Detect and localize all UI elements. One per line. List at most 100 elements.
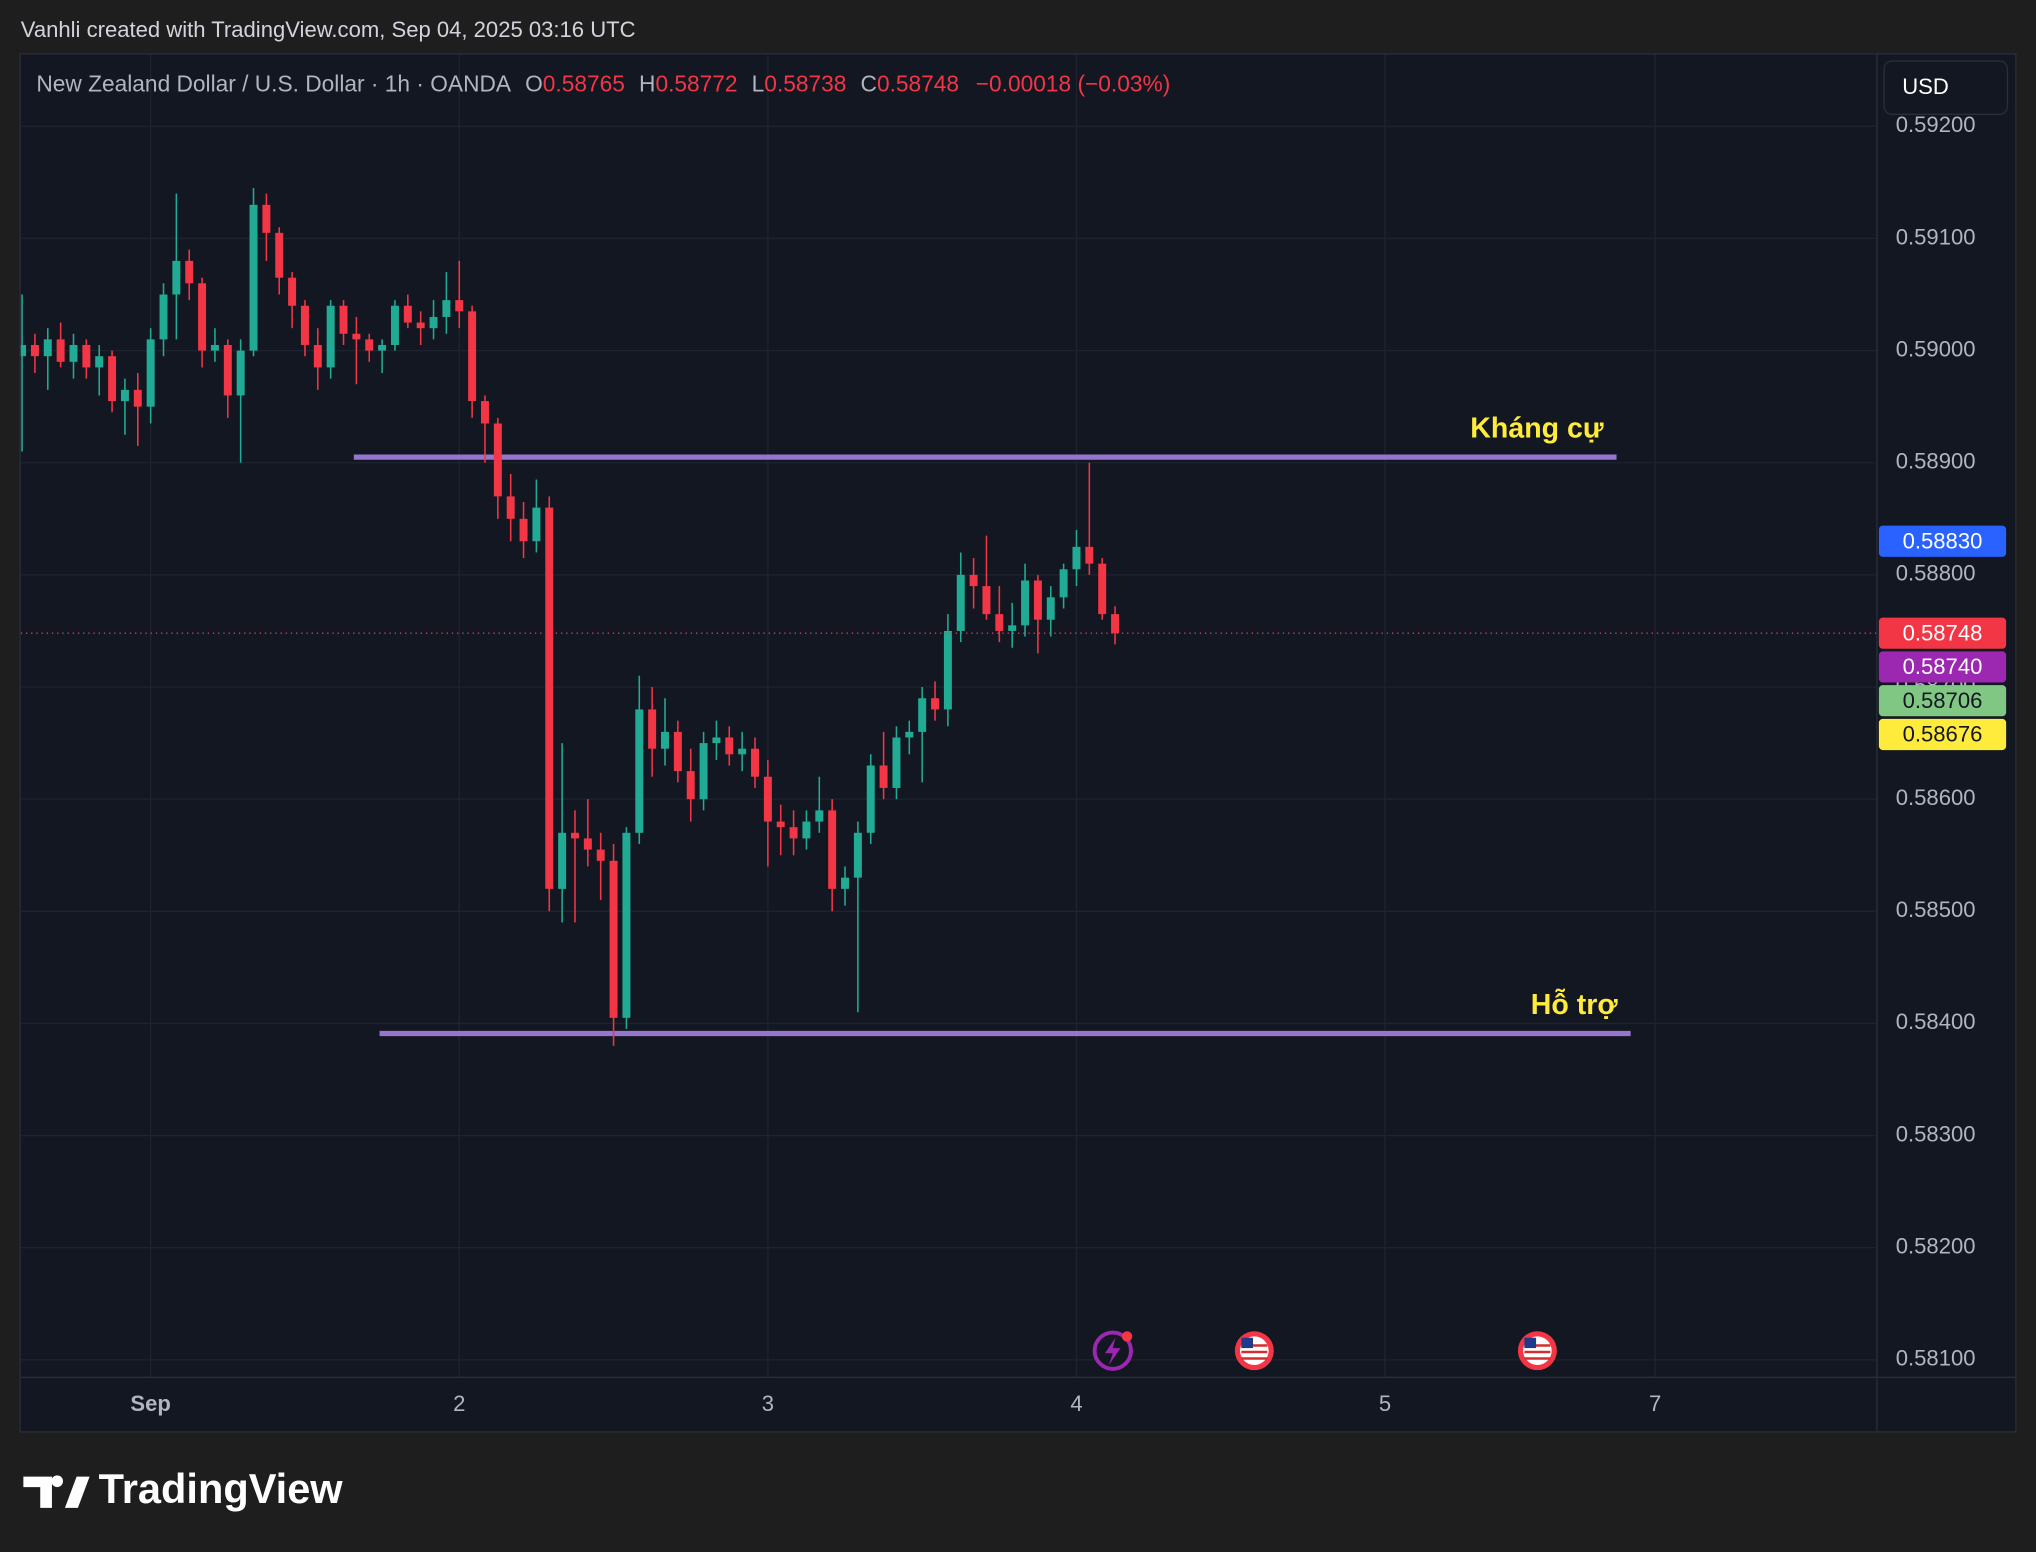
candle-body <box>815 810 824 822</box>
y-tick-label: 0.58600 <box>1896 785 1976 810</box>
axes: 0.58100 0.58200 0.58300 0.58400 0.58500 0.586… <box>130 112 2007 1416</box>
candle-body <box>802 821 811 839</box>
candle-body <box>185 260 194 284</box>
candle-body <box>326 305 335 368</box>
change: −0.00018 (−0.03%) <box>976 71 1171 97</box>
price-tag-label: 0.58830 <box>1903 528 1983 553</box>
ohlc-value: 0.58748 <box>877 71 959 97</box>
candle-body <box>262 204 271 233</box>
logo-mark <box>23 1475 90 1508</box>
candle-body <box>416 322 425 329</box>
event-marker[interactable] <box>1234 1331 1274 1371</box>
ohlc-value: 0.58772 <box>655 71 737 97</box>
ohlc-key: C <box>861 71 877 97</box>
candle-body <box>931 698 940 710</box>
ohlc-value: 0.58765 <box>543 71 625 97</box>
candle-body <box>866 765 875 833</box>
grid <box>20 54 1877 1377</box>
candle-body <box>725 737 734 755</box>
y-tick-label: 0.59000 <box>1896 336 1976 361</box>
chart-panel <box>19 53 2017 1433</box>
x-tick-label: Sep <box>130 1391 170 1416</box>
candle-body <box>120 389 129 402</box>
currency-button[interactable]: USD <box>1883 60 2009 115</box>
candle-body <box>455 300 464 312</box>
candle-body <box>1111 614 1120 634</box>
caption: Vanhli created with TradingView.com, Sep… <box>21 17 636 42</box>
candle-body <box>918 698 927 732</box>
candle-body <box>275 232 284 278</box>
candle-body <box>20 344 27 357</box>
candle-body <box>596 849 605 861</box>
candle-body <box>43 339 52 357</box>
flag-canton <box>1241 1337 1254 1349</box>
ohlc-key: H <box>639 71 655 97</box>
candle-body <box>751 748 759 777</box>
candle-body <box>1085 546 1094 564</box>
candle-body <box>571 832 579 839</box>
candle-body <box>635 709 644 833</box>
candle-body <box>236 350 245 396</box>
x-tick-label: 5 <box>1379 1391 1391 1416</box>
candle-body <box>982 586 991 615</box>
candle-body <box>223 344 232 396</box>
y-tick-label: 0.59100 <box>1896 224 1976 249</box>
event-marker[interactable] <box>1092 1330 1133 1371</box>
candle-body <box>378 344 387 351</box>
price-tag <box>1878 525 2007 557</box>
candle-body <box>159 294 168 340</box>
candle-body <box>763 776 772 822</box>
event-marker[interactable] <box>1517 1331 1557 1371</box>
candle-body <box>905 731 914 738</box>
candle-body <box>210 344 219 351</box>
candle-body <box>686 771 695 800</box>
plot-area: Kháng cự Hỗ trợ <box>20 187 1877 1046</box>
candle-body <box>828 810 837 889</box>
price-tag-label: 0.58706 <box>1903 688 1983 713</box>
candle-body <box>892 737 901 788</box>
candle-body <box>365 339 374 351</box>
candle-body <box>480 401 489 424</box>
candle-body <box>622 832 631 1018</box>
currency-button-box[interactable] <box>1883 60 2009 115</box>
price-tag <box>1878 617 2007 649</box>
y-tick-label: 0.59200 <box>1896 112 1976 137</box>
candle-body <box>1008 625 1017 631</box>
y-tick-label: 0.58100 <box>1896 1346 1976 1371</box>
candle-body <box>1033 580 1042 620</box>
currency-label[interactable]: USD <box>1902 74 1949 99</box>
flag-canton <box>1524 1337 1537 1349</box>
candle-body <box>545 507 554 889</box>
candle-body <box>1098 563 1107 615</box>
ohlc-value: 0.58738 <box>764 71 846 97</box>
x-tick-label: 2 <box>453 1391 465 1416</box>
candle-body <box>519 518 528 542</box>
candle-body <box>943 630 952 710</box>
candle-body <box>352 333 361 340</box>
candle-body <box>288 277 297 306</box>
price-tag-label: 0.58748 <box>1903 620 1983 645</box>
candle-body <box>699 743 708 800</box>
candle-body <box>648 709 657 749</box>
price-tag <box>1878 651 2007 683</box>
symbol-legend: New Zealand Dollar / U.S. Dollar · 1h · … <box>36 71 1170 97</box>
candle-body <box>956 574 965 631</box>
candle-body <box>69 344 78 362</box>
candle-body <box>1021 580 1030 626</box>
candle-body <box>403 305 412 323</box>
ohlc-key: O <box>525 71 543 97</box>
candle-body <box>661 731 669 749</box>
candle-body <box>583 838 592 850</box>
candle-body <box>712 737 721 744</box>
y-tick-label: 0.58200 <box>1896 1234 1976 1259</box>
candle-body <box>673 731 682 772</box>
candle-body <box>995 614 1004 631</box>
y-tick-label: 0.58300 <box>1896 1121 1976 1146</box>
candle-body <box>133 389 142 407</box>
candle-body <box>879 765 888 788</box>
candle-body <box>313 344 322 368</box>
symbol: New Zealand Dollar / U.S. Dollar · 1h · … <box>36 71 512 97</box>
